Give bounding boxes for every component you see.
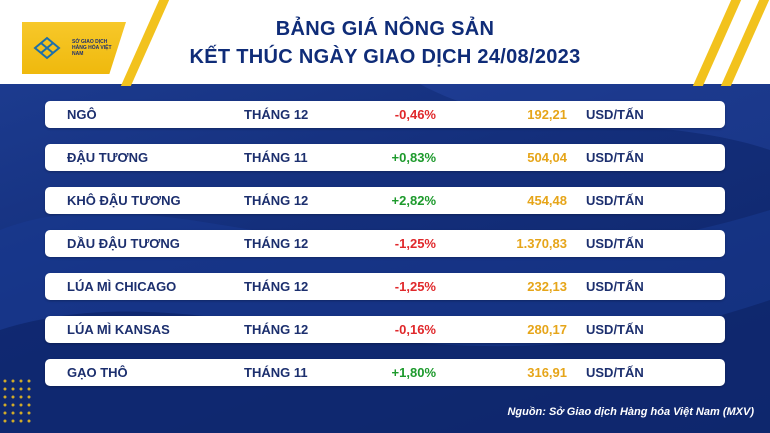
price-value: 316,91: [527, 365, 567, 380]
price-change: -1,25%: [394, 279, 436, 294]
price-value: 280,17: [527, 322, 567, 337]
table-row: DẦU ĐẬU TƯƠNG THÁNG 12 -1,25% 1.370,83 U…: [45, 230, 725, 257]
page-subtitle: KẾT THÚC NGÀY GIAO DỊCH 24/08/2023: [189, 46, 581, 68]
contract-month: THÁNG 11: [244, 365, 308, 380]
contract-month: THÁNG 11: [244, 150, 308, 165]
table-row: NGÔ THÁNG 12 -0,46% 192,21 USD/TẤN: [45, 101, 725, 128]
price-change: +0,83%: [391, 150, 436, 165]
commodity-name: GẠO THÔ: [67, 365, 128, 380]
price-unit: USD/TẤN: [586, 279, 644, 294]
logo-grid-icon: [33, 36, 61, 60]
logo-text: SỞ GIAO DỊCH HÀNG HÓA VIỆT NAM: [72, 39, 112, 57]
commodity-name: KHÔ ĐẬU TƯƠNG: [67, 193, 181, 208]
logo: SỞ GIAO DỊCH HÀNG HÓA VIỆT NAM: [22, 22, 126, 74]
contract-month: THÁNG 12: [244, 193, 309, 208]
price-unit: USD/TẤN: [586, 193, 644, 208]
price-value: 192,21: [527, 107, 567, 122]
commodity-name: LÚA MÌ CHICAGO: [67, 279, 177, 294]
decorative-dots: [3, 379, 31, 423]
source-note: Nguồn: Sở Giao dịch Hàng hóa Việt Nam (M…: [507, 406, 754, 418]
price-value: 232,13: [527, 279, 567, 294]
table-row: LÚA MÌ KANSAS THÁNG 12 -0,16% 280,17 USD…: [45, 316, 725, 343]
contract-month: THÁNG 12: [244, 279, 309, 294]
price-unit: USD/TẤN: [586, 322, 644, 337]
price-value: 1.370,83: [516, 236, 567, 251]
commodity-name: LÚA MÌ KANSAS: [67, 322, 170, 337]
contract-month: THÁNG 12: [244, 107, 309, 122]
header-banner: SỞ GIAO DỊCH HÀNG HÓA VIỆT NAM BẢNG GIÁ …: [0, 0, 770, 86]
contract-month: THÁNG 12: [244, 322, 309, 337]
contract-month: THÁNG 12: [244, 236, 309, 251]
price-unit: USD/TẤN: [586, 107, 644, 122]
price-change: -1,25%: [394, 236, 436, 251]
commodity-name: DẦU ĐẬU TƯƠNG: [67, 236, 180, 251]
price-value: 454,48: [527, 193, 567, 208]
accent-stripe: [120, 0, 170, 86]
price-unit: USD/TẤN: [586, 365, 644, 380]
price-change: -0,46%: [394, 107, 436, 122]
table-row: ĐẬU TƯƠNG THÁNG 11 +0,83% 504,04 USD/TẤN: [45, 144, 725, 171]
price-value: 504,04: [527, 150, 567, 165]
price-change: +2,82%: [391, 193, 436, 208]
table-row: LÚA MÌ CHICAGO THÁNG 12 -1,25% 232,13 US…: [45, 273, 725, 300]
table-row: KHÔ ĐẬU TƯƠNG THÁNG 12 +2,82% 454,48 USD…: [45, 187, 725, 214]
commodity-name: NGÔ: [67, 107, 97, 122]
page-title: BẢNG GIÁ NÔNG SẢN: [275, 18, 495, 40]
price-change: -0,16%: [394, 322, 436, 337]
price-unit: USD/TẤN: [586, 150, 644, 165]
price-change: +1,80%: [391, 365, 436, 380]
commodity-name: ĐẬU TƯƠNG: [67, 150, 149, 165]
price-unit: USD/TẤN: [586, 236, 644, 251]
table-row: GẠO THÔ THÁNG 11 +1,80% 316,91 USD/TẤN: [45, 359, 725, 386]
